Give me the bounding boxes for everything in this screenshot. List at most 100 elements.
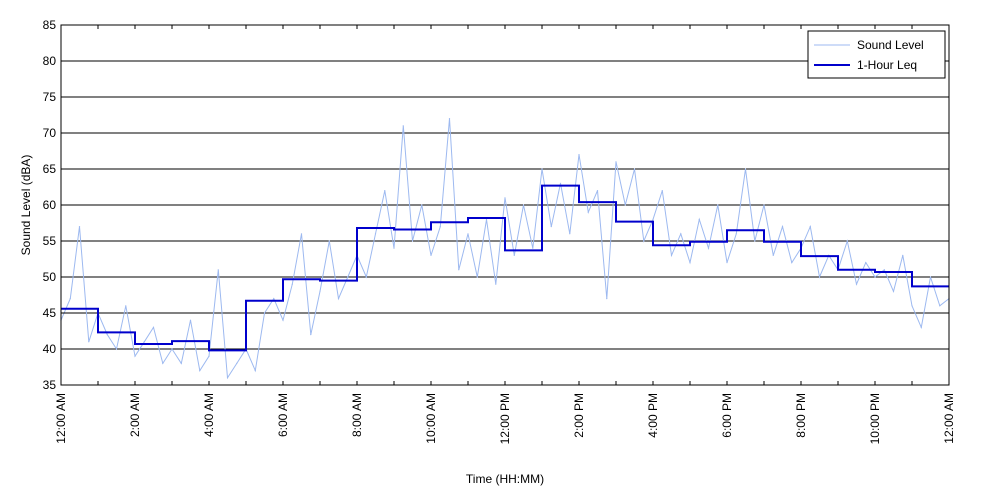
- sound-level-point: [365, 276, 367, 278]
- y-tick-label: 70: [43, 126, 57, 140]
- legend: Sound Level 1-Hour Leq: [807, 30, 946, 79]
- sound-level-point: [88, 341, 90, 343]
- legend-box: [807, 30, 946, 79]
- sound-level-point: [744, 168, 747, 170]
- sound-level-point: [726, 262, 728, 264]
- y-tick-label: 75: [43, 90, 57, 104]
- sound-level-point: [846, 240, 848, 242]
- sound-level-point: [754, 240, 756, 242]
- x-tick-label: 2:00 AM: [128, 393, 142, 437]
- sound-level-point: [550, 226, 552, 228]
- sound-level-point: [226, 377, 229, 379]
- sound-level-point: [374, 233, 377, 235]
- sound-level-point: [522, 204, 525, 206]
- sound-level-point: [865, 262, 867, 264]
- sound-level-point: [504, 197, 506, 199]
- y-tick-label: 35: [43, 378, 57, 392]
- sound-level-point: [939, 305, 941, 307]
- sound-level-point: [337, 298, 340, 300]
- sound-level-point: [319, 290, 321, 292]
- x-tick-label: 6:00 PM: [720, 393, 734, 438]
- x-tick-label: 4:00 AM: [202, 393, 216, 437]
- sound-level-point: [439, 226, 441, 228]
- sound-level-point: [125, 305, 127, 307]
- sound-level-point: [911, 305, 913, 307]
- sound-level-point: [689, 262, 691, 264]
- sound-level-point: [495, 283, 497, 285]
- sound-level-point: [115, 348, 118, 350]
- sound-level-point: [458, 269, 460, 271]
- sound-level-point: [772, 254, 774, 256]
- sound-level-point: [606, 298, 608, 300]
- sound-level-point: [587, 211, 589, 213]
- sound-level-point: [855, 283, 858, 285]
- sound-level-point: [143, 341, 145, 343]
- y-tick-label: 40: [43, 342, 57, 356]
- sound-level-point: [652, 218, 654, 220]
- sound-level-point: [199, 370, 201, 372]
- y-tick-label: 45: [43, 306, 57, 320]
- sound-level-point: [643, 240, 645, 242]
- x-tick-label: 4:00 PM: [646, 393, 660, 438]
- x-tick-label: 12:00 AM: [54, 393, 68, 444]
- sound-level-point: [236, 362, 238, 364]
- sound-level-point: [402, 125, 404, 127]
- sound-level-point: [818, 276, 821, 278]
- x-tick-label: 8:00 AM: [350, 393, 364, 437]
- sound-level-point: [763, 204, 765, 206]
- sound-level-point: [448, 118, 451, 120]
- sound-level-point: [791, 262, 793, 264]
- sound-level-point: [300, 233, 303, 235]
- sound-level-point: [162, 362, 164, 364]
- sound-level-point: [310, 334, 312, 336]
- y-tick-label: 80: [43, 54, 57, 68]
- sound-level-point: [892, 290, 895, 292]
- sound-level-point: [347, 276, 349, 278]
- y-tick-label: 85: [43, 18, 57, 32]
- sound-level-point: [411, 240, 414, 242]
- sound-level-point: [393, 247, 395, 249]
- sound-level-point: [569, 233, 571, 235]
- y-tick-labels: 35 40 45 50 55 60 65 70 75 80 85: [43, 18, 57, 392]
- sound-level-point: [78, 226, 81, 228]
- legend-label-sound-level: Sound Level: [857, 38, 924, 52]
- x-tick-label: 8:00 PM: [794, 393, 808, 438]
- sound-level-point: [328, 240, 330, 242]
- x-tick-label: 12:00 PM: [498, 393, 512, 444]
- sound-level-point: [476, 276, 478, 278]
- sound-level-point: [680, 233, 682, 235]
- sound-level-point: [180, 362, 182, 364]
- sound-level-point: [809, 226, 811, 228]
- sound-level-point: [624, 204, 626, 206]
- sound-level-point: [106, 334, 108, 336]
- sound-level-point: [152, 326, 155, 328]
- axis-ticks: [60, 24, 950, 386]
- sound-level-point: [781, 226, 784, 228]
- sound-level-point: [633, 168, 636, 170]
- x-tick-label: 2:00 PM: [572, 393, 586, 438]
- y-axis-title: Sound Level (dBA): [19, 155, 33, 256]
- sound-level-point: [615, 161, 617, 163]
- sound-level-point: [596, 190, 599, 192]
- sound-level-point: [208, 355, 210, 357]
- sound-level-point: [661, 190, 663, 192]
- sound-level-point: [134, 355, 136, 357]
- sound-level-point: [578, 154, 580, 156]
- series-layer: [60, 118, 950, 380]
- sound-level-point: [670, 254, 673, 256]
- sound-level-point: [513, 254, 515, 256]
- sound-level-point: [929, 276, 932, 278]
- sound-level-point: [384, 190, 386, 192]
- sound-level-point: [883, 269, 885, 271]
- sound-level-point: [707, 247, 710, 249]
- sound-level-point: [717, 204, 719, 206]
- sound-level-point: [430, 254, 432, 256]
- x-tick-label: 6:00 AM: [276, 393, 290, 437]
- sound-level-point: [735, 233, 737, 235]
- sound-level-point: [254, 370, 256, 372]
- y-tick-label: 60: [43, 198, 57, 212]
- sound-level-point: [874, 276, 876, 278]
- y-tick-label: 55: [43, 234, 57, 248]
- sound-level-point: [541, 168, 543, 170]
